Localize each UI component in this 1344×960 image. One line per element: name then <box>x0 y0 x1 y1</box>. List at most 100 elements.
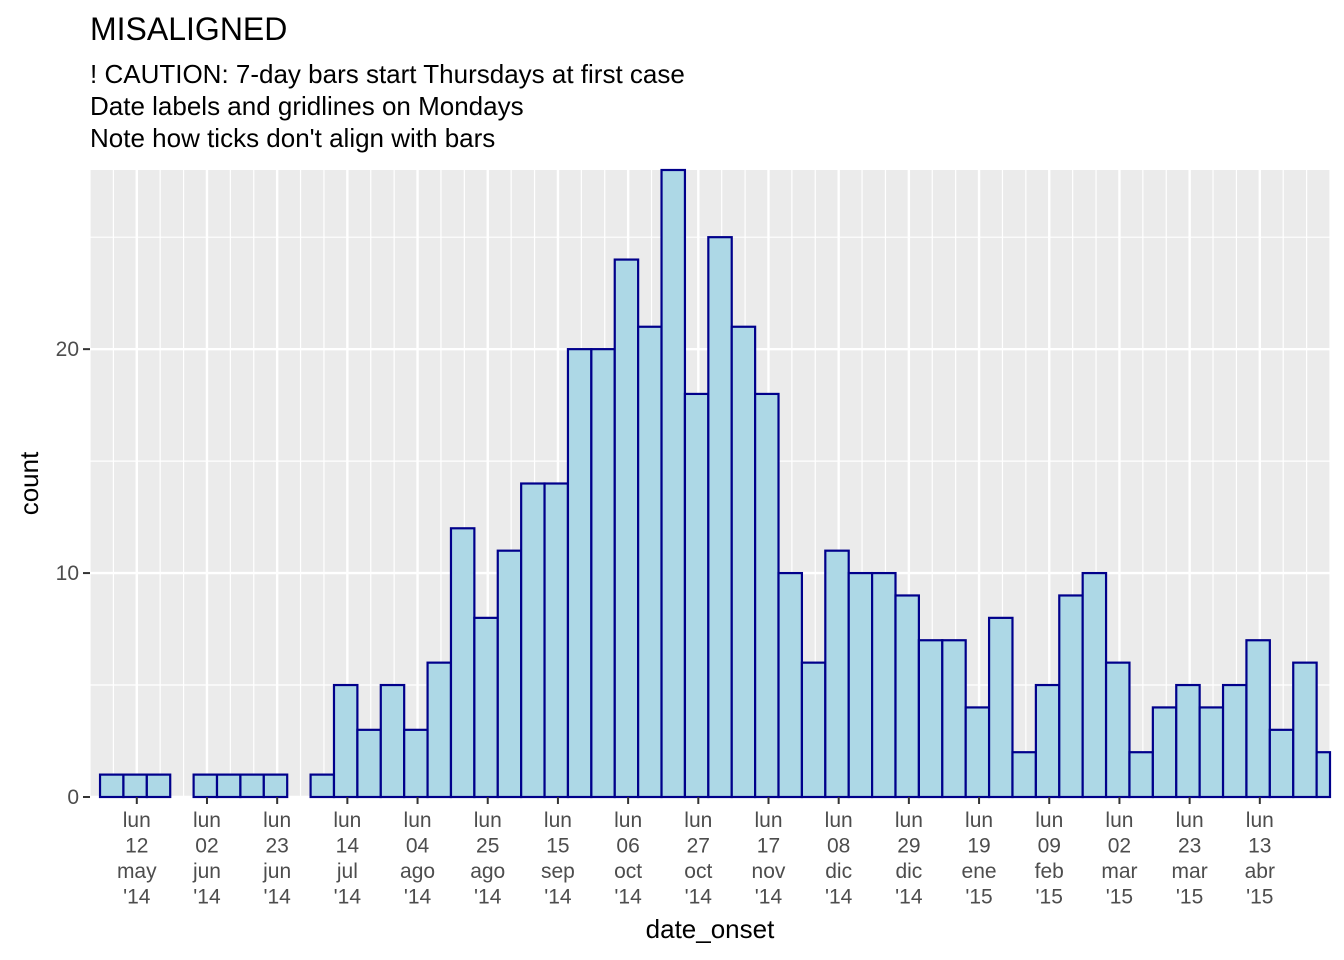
bar <box>1128 751 1154 799</box>
bar <box>543 482 570 799</box>
bar <box>1011 751 1037 799</box>
x-tick-label-line: mar <box>1172 860 1208 883</box>
x-tick-label-line: jun <box>262 860 291 883</box>
x-tick-label: lun 23 mar '15 <box>1172 809 1208 909</box>
bar <box>309 773 336 799</box>
x-tick-label: lun 09 feb '15 <box>1035 809 1064 909</box>
x-tick-label-line: 23 <box>265 835 288 858</box>
x-tick-label-line: 17 <box>757 835 780 858</box>
x-tick-label-line: 14 <box>336 835 360 858</box>
bar <box>707 236 733 799</box>
bar <box>1268 728 1295 799</box>
bar <box>1058 594 1084 799</box>
x-tick-label-line: '15 <box>1176 886 1203 909</box>
x-tick-label: lun 29 dic '14 <box>895 809 923 909</box>
bar <box>1175 683 1201 799</box>
bar <box>566 348 593 799</box>
x-tick-label-line: 15 <box>546 835 569 858</box>
bar <box>239 773 265 799</box>
x-tick-label: lun 12 may '14 <box>117 809 157 909</box>
bar <box>356 728 382 799</box>
x-tick-label-line: 02 <box>195 835 218 858</box>
x-tick-label-line: '14 <box>685 886 713 909</box>
x-tick-label-line: lun <box>965 809 993 832</box>
x-tick-label-line: '15 <box>965 886 992 909</box>
bars <box>98 168 1332 799</box>
x-tick-label-line: 08 <box>827 835 850 858</box>
bar <box>1315 751 1332 799</box>
x-tick-label-line: '14 <box>544 886 572 909</box>
bar <box>473 616 499 799</box>
x-tick-label: lun 04 ago '14 <box>400 809 435 909</box>
x-tick-label-line: oct <box>684 860 712 883</box>
y-axis-title: count <box>14 451 44 515</box>
bar <box>332 683 359 799</box>
x-tick-label-line: 13 <box>1248 835 1271 858</box>
x-tick-label-line: '14 <box>755 886 783 909</box>
x-tick-label-line: abr <box>1245 860 1275 883</box>
x-tick-label: lun 15 sep '14 <box>541 809 575 909</box>
x-tick-label-line: lun <box>474 809 502 832</box>
bar <box>754 392 780 799</box>
bar <box>1081 571 1108 799</box>
x-tick-label-line: 06 <box>616 835 639 858</box>
x-tick-label-line: lun <box>1246 809 1274 832</box>
x-tick-label-line: jun <box>192 860 221 883</box>
y-axis: 0 10 20 <box>56 338 90 809</box>
x-tick-label-line: lun <box>404 809 432 832</box>
x-tick-label-line: may <box>117 860 157 883</box>
bar <box>613 258 640 799</box>
y-tick-label: 20 <box>56 338 79 361</box>
x-tick-label-line: '14 <box>614 886 642 909</box>
x-tick-label-line: '14 <box>193 886 221 909</box>
bar <box>777 571 804 799</box>
bar <box>122 773 148 799</box>
x-tick-label-line: ene <box>962 860 997 883</box>
x-tick-label: lun 13 abr '15 <box>1245 809 1275 909</box>
bar <box>590 348 616 799</box>
x-tick-label-line: '14 <box>404 886 432 909</box>
x-tick-label-line: '14 <box>263 886 291 909</box>
x-tick-label-line: 25 <box>476 835 499 858</box>
bar <box>964 706 991 799</box>
x-tick-label-line: lun <box>1105 809 1133 832</box>
bar <box>730 325 757 799</box>
bar <box>941 639 967 799</box>
x-tick-label-line: lun <box>333 809 361 832</box>
x-tick-label: lun 19 ene '15 <box>962 809 997 909</box>
x-tick-label: lun 08 dic '14 <box>825 809 853 909</box>
x-tick-label-line: 27 <box>687 835 710 858</box>
x-tick-label-line: 09 <box>1038 835 1061 858</box>
x-tick-label-line: '14 <box>825 886 853 909</box>
x-tick-label-line: sep <box>541 860 575 883</box>
x-tick-label: lun 06 oct '14 <box>614 809 642 909</box>
x-tick-label: lun 23 jun '14 <box>262 809 291 909</box>
bar <box>496 549 523 799</box>
y-tick-label: 0 <box>67 786 79 809</box>
x-tick-label-line: 23 <box>1178 835 1201 858</box>
x-tick-label: lun 27 oct '14 <box>684 809 712 909</box>
x-tick-label-line: '15 <box>1036 886 1063 909</box>
bar <box>800 661 827 799</box>
x-tick-label-line: lun <box>684 809 712 832</box>
x-tick-label-line: '15 <box>1106 886 1133 909</box>
chart-subtitle-line-1: ! CAUTION: 7-day bars start Thursdays at… <box>90 59 685 89</box>
x-tick-label-line: lun <box>614 809 642 832</box>
bar <box>449 527 476 799</box>
bar <box>894 594 920 799</box>
x-tick-label-line: 12 <box>125 835 148 858</box>
x-tick-label: lun 14 jul '14 <box>333 809 361 909</box>
bar <box>1292 661 1318 799</box>
bar <box>1245 639 1271 799</box>
x-tick-label-line: '15 <box>1246 886 1273 909</box>
bar <box>824 549 850 799</box>
x-tick-label-line: 04 <box>406 835 430 858</box>
x-tick-label-line: lun <box>1176 809 1204 832</box>
bar <box>215 773 242 799</box>
x-tick-label-line: '14 <box>895 886 923 909</box>
bar <box>1198 706 1225 799</box>
x-tick-label-line: 02 <box>1108 835 1131 858</box>
bar <box>520 482 546 799</box>
